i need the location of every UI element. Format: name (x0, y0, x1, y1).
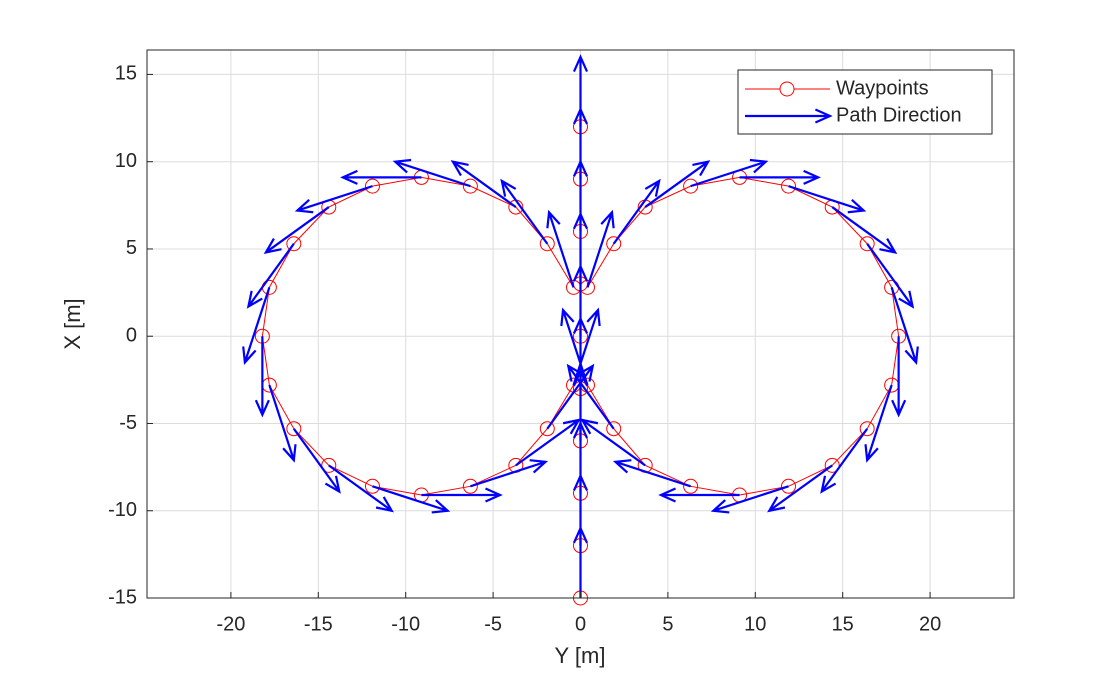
y-tick-label: 0 (126, 324, 137, 346)
direction-arrow (739, 169, 821, 185)
direction-arrow (546, 363, 595, 430)
waypoint-marker (364, 478, 380, 494)
direction-arrow (560, 307, 589, 386)
direction-arrow (546, 209, 575, 288)
direction-arrow (292, 428, 341, 494)
waypoint-marker (321, 457, 337, 473)
waypoint-marker (462, 478, 478, 494)
waypoint-marker (781, 478, 797, 494)
direction-arrow (392, 158, 471, 188)
x-tick-label: -15 (304, 613, 333, 635)
waypoint-marker (859, 421, 875, 437)
direction-arrow (340, 169, 422, 185)
waypoint-marker (539, 421, 555, 437)
direction-arrow (658, 487, 740, 503)
direction-arrow (372, 485, 451, 514)
direction-arrow (421, 487, 503, 503)
direction-arrow (572, 307, 601, 386)
waypoint-marker (286, 236, 302, 252)
x-tick-label: 5 (662, 613, 673, 635)
direction-arrow (788, 185, 867, 214)
direction-arrow (450, 160, 517, 208)
waypoint-marker (683, 178, 699, 194)
waypoint-marker (364, 178, 380, 194)
legend-arrow (745, 108, 833, 124)
direction-arrow (242, 287, 271, 365)
legend-box (737, 69, 993, 135)
direction-arrow (864, 384, 893, 463)
direction-arrow (500, 178, 549, 245)
y-tick-label: 15 (115, 63, 137, 85)
direction-arrow (515, 418, 581, 467)
x-tick-label: 10 (744, 613, 766, 635)
legend: Waypoints Path Direction (737, 69, 993, 135)
y-tick-label: -5 (119, 412, 137, 434)
direction-arrow (710, 485, 789, 514)
direction-arrow (820, 428, 869, 494)
x-axis-label: Y [m] (555, 643, 606, 668)
direction-arrow (246, 243, 295, 309)
direction-arrow (328, 464, 394, 513)
waypoint-marker (462, 178, 478, 194)
direction-arrow (891, 336, 907, 418)
y-tick-label: -10 (108, 499, 137, 521)
direction-arrow (254, 336, 270, 418)
y-tick-label: 10 (115, 150, 137, 172)
y-axis-label: X [m] (60, 298, 85, 349)
x-tick-label: -10 (391, 613, 420, 635)
waypoint-marker (606, 421, 622, 437)
direction-arrow (612, 459, 691, 488)
direction-arrow (767, 464, 833, 513)
waypoint-marker (859, 236, 875, 252)
direction-arrow (263, 206, 330, 255)
x-tick-label: -20 (216, 613, 245, 635)
marks (242, 54, 919, 606)
waypoint-marker (824, 457, 840, 473)
legend-label: Waypoints (836, 77, 929, 99)
ticks: -20 -15 -10 -5 0 5 10 15 20 -15 -10 -5 0 5 10 15 (108, 63, 941, 636)
y-tick-label: 5 (126, 237, 137, 259)
direction-arrow (890, 287, 919, 365)
x-tick-label: -5 (484, 613, 502, 635)
waypoint-marker (539, 236, 555, 252)
direction-arrow (866, 243, 915, 309)
x-tick-label: 20 (919, 613, 941, 635)
direction-arrow (612, 178, 661, 245)
direction-arrow (294, 185, 373, 214)
y-tick-label: -15 (108, 586, 137, 608)
waypoint-marker (683, 478, 699, 494)
x-tick-label: 0 (575, 613, 586, 635)
direction-arrow (831, 206, 898, 255)
direction-arrow (470, 459, 549, 488)
legend-label: Path Direction (836, 104, 962, 126)
waypoint-marker (286, 421, 302, 437)
direction-arrow (572, 54, 589, 127)
waypoint-marker (606, 236, 622, 252)
direction-arrow (586, 209, 615, 288)
waypoint-marker (781, 178, 797, 194)
direction-arrow (690, 158, 769, 188)
direction-arrow (644, 160, 711, 208)
x-tick-label: 15 (832, 613, 854, 635)
direction-arrow (268, 384, 297, 463)
legend-marker (779, 81, 795, 97)
direction-arrow (580, 418, 646, 467)
